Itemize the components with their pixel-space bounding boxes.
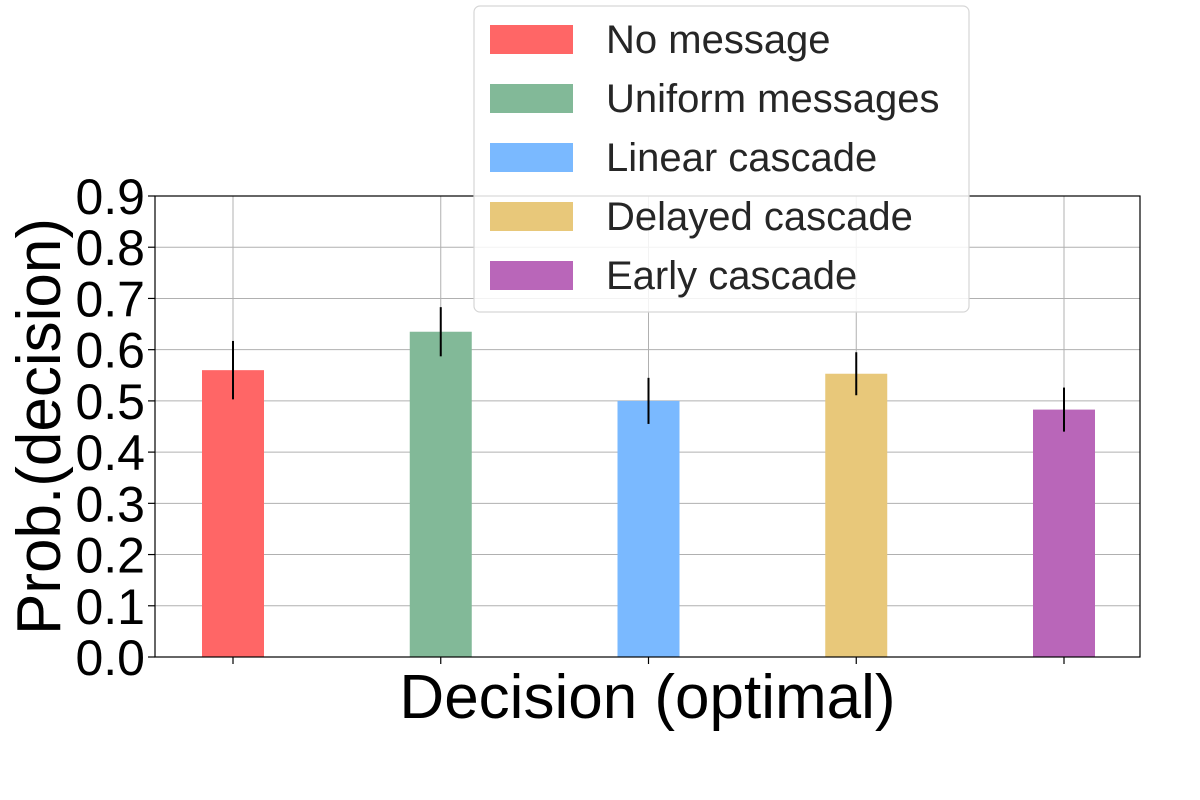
y-tick-label: 0.1 xyxy=(75,579,145,635)
y-tick-label: 0.2 xyxy=(75,528,145,584)
y-tick-label: 0.0 xyxy=(75,630,145,686)
y-tick-label: 0.7 xyxy=(75,271,145,327)
y-tick-label: 0.5 xyxy=(75,374,145,430)
legend-swatch xyxy=(490,202,573,231)
bar-delayed-cascade xyxy=(825,373,888,657)
error-bars xyxy=(232,307,1065,432)
bar-early-cascade xyxy=(1033,409,1095,657)
legend-swatch xyxy=(490,25,573,54)
ticks: 0.00.10.20.30.40.50.60.70.80.9 xyxy=(75,169,1065,686)
bar-linear-cascade xyxy=(617,400,680,657)
legend: No message Uniform messages Linear cascade… xyxy=(473,5,970,313)
legend-label: Early cascade xyxy=(606,254,857,298)
legend-label: Uniform messages xyxy=(606,77,939,121)
legend-label: No message xyxy=(606,18,831,62)
y-tick-label: 0.8 xyxy=(75,220,145,276)
legend-swatch xyxy=(490,261,573,290)
legend-swatch xyxy=(490,143,573,172)
legend-label: Delayed cascade xyxy=(606,195,913,239)
legend-swatch xyxy=(490,84,573,113)
x-axis-title: Decision (optimal) xyxy=(399,663,895,732)
y-tick-label: 0.6 xyxy=(75,323,145,379)
bar-no-message xyxy=(202,370,264,657)
bars xyxy=(202,331,1095,657)
legend-label: Linear cascade xyxy=(606,136,877,180)
legend-box xyxy=(473,5,970,313)
y-tick-label: 0.4 xyxy=(75,425,145,481)
y-tick-label: 0.9 xyxy=(75,169,145,225)
y-tick-label: 0.3 xyxy=(75,476,145,532)
bar-uniform-messages xyxy=(409,331,472,657)
y-axis-title: Prob.(decision) xyxy=(5,218,74,635)
